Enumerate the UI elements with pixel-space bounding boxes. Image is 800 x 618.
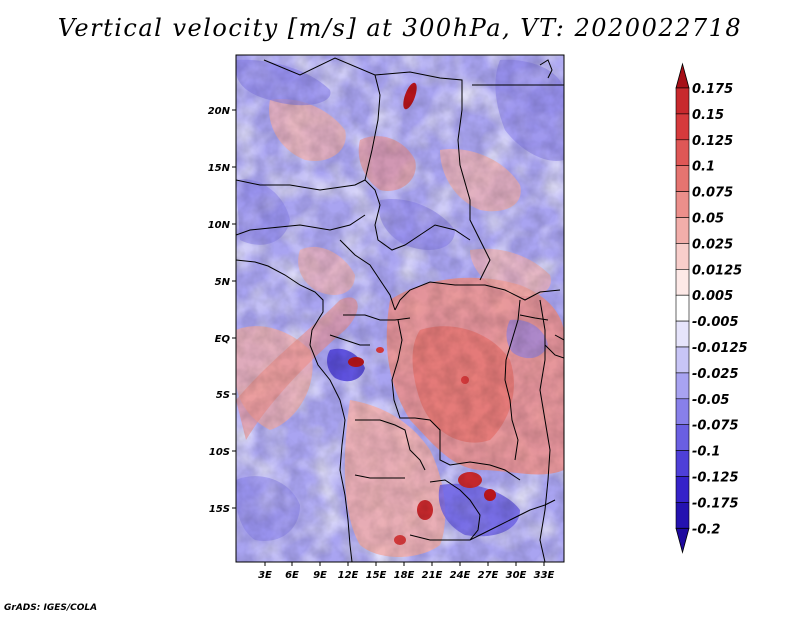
lat-tick-label: 5S (216, 390, 230, 401)
lon-tick-label: 18E (394, 570, 415, 581)
lon-tick-label: 21E (422, 570, 443, 581)
lon-tick-label: 30E (506, 570, 527, 581)
colorbar-label: 0.15 (692, 108, 724, 123)
lon-tick-label: 12E (338, 570, 359, 581)
colorbar-bottom-arrow (675, 527, 690, 554)
lat-tick-label: 20N (208, 106, 231, 117)
lat-tick-label: 15S (209, 504, 230, 515)
lat-tick-label: 5N (215, 277, 231, 288)
colorbar-segment (675, 502, 690, 529)
colorbar-label: -0.2 (692, 522, 720, 537)
lon-tick-label: 9E (313, 570, 327, 581)
colorbar-label: -0.05 (692, 393, 729, 408)
latitude-axis: 20N 15N 10N 5N EQ 5S 10S 15S (208, 106, 236, 515)
lon-tick-label: 6E (285, 570, 299, 581)
colorbar-label: -0.005 (692, 315, 739, 330)
colorbar-segment (675, 294, 690, 322)
colorbar-segment (675, 217, 690, 244)
colorbar-label: 0.05 (692, 212, 724, 227)
colorbar-label: -0.1 (692, 445, 720, 460)
grads-credit: GrADS: IGES/COLA (4, 603, 98, 613)
colorbar-segment (675, 372, 690, 400)
lat-tick-label: EQ (215, 334, 231, 345)
colorbar-segment (675, 113, 690, 141)
colorbar-segment (675, 450, 690, 477)
colorbar-segment (675, 398, 690, 425)
colorbar-label: 0.025 (692, 237, 733, 252)
lon-tick-label: 33E (534, 570, 555, 581)
colorbar-label: 0.075 (692, 186, 733, 201)
colorbar-label: -0.025 (692, 367, 739, 382)
colorbar-segment (675, 320, 690, 348)
chart-title: Vertical velocity [m/s] at 300hPa, VT: 2… (57, 14, 743, 42)
colorbar-segment (675, 87, 690, 115)
colorbar-label: 0.005 (692, 289, 733, 304)
colorbar-segment (675, 268, 690, 296)
colorbar-label: -0.175 (692, 496, 739, 511)
colorbar-label: -0.0125 (692, 341, 748, 356)
map-frame (235, 54, 565, 563)
colorbar-label: 0.125 (692, 134, 733, 149)
colorbar-label: -0.075 (692, 419, 739, 434)
vertical-velocity-map (236, 55, 564, 562)
longitude-axis: 3E 6E 9E 12E 15E 18E 21E 24E 27E 30E 33E (258, 562, 555, 581)
colorbar: 0.175 0.15 0.125 0.1 0.075 0.05 0.025 0.0125 0.0… (675, 62, 748, 554)
colorbar-label: 0.0125 (692, 263, 742, 278)
country-borders (236, 57, 564, 562)
colorbar-segment (675, 424, 690, 451)
lon-tick-label: 3E (258, 570, 272, 581)
colorbar-segment (675, 346, 690, 374)
colorbar-segment (675, 165, 690, 192)
colorbar-top-arrow (675, 62, 690, 89)
colorbar-segment (675, 476, 690, 503)
lon-tick-label: 15E (366, 570, 387, 581)
colorbar-segment (675, 191, 690, 218)
colorbar-label: -0.125 (692, 471, 739, 486)
colorbar-segment (675, 139, 690, 167)
colorbar-segment (675, 243, 690, 270)
lat-tick-label: 10N (208, 220, 231, 231)
lat-tick-label: 15N (208, 163, 231, 174)
lon-tick-label: 24E (450, 570, 471, 581)
lat-tick-label: 10S (209, 447, 230, 458)
lon-tick-label: 27E (478, 570, 499, 581)
colorbar-label: 0.1 (692, 160, 715, 175)
colorbar-label: 0.175 (692, 82, 733, 97)
